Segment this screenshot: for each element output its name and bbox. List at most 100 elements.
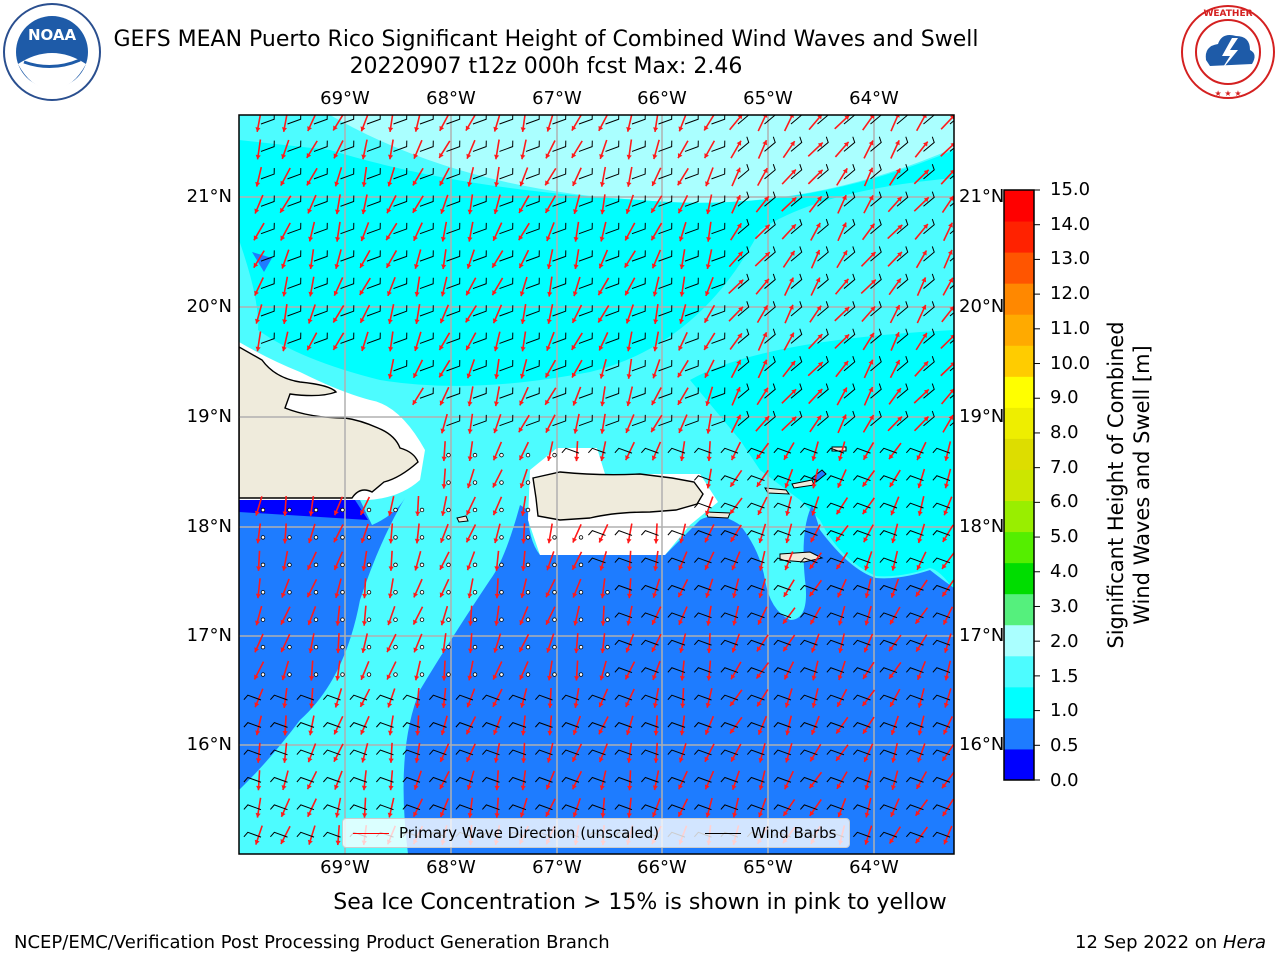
wind-barb [578,195,593,207]
wave-arrow-head [809,591,815,597]
wind-barb [658,387,673,399]
wind-barb [694,502,712,509]
wave-arrow-head [439,152,444,158]
wind-barb [393,360,408,372]
wind-barb [932,694,951,701]
wave-arrow-head [764,196,769,202]
wave-arrow-head [923,141,928,147]
wind-barb [747,694,765,701]
wind-barb [711,168,726,180]
wave-arrow-head [705,290,710,296]
wind-barb-calm [366,617,372,622]
colorbar-swatch [1004,531,1034,564]
wind-barb [870,383,882,399]
wind-barb [393,195,408,207]
wave-arrow-head [415,511,421,516]
wave-arrow-head [492,290,497,296]
wave-arrow-head [915,618,921,624]
wind-barb [260,140,275,152]
wave-arrow-head [626,758,632,763]
wind-barb [870,218,882,235]
wave-arrow-head [917,510,923,516]
wave-arrow-head [736,140,742,146]
wind-barb-calm [499,452,504,458]
lat-label-20n-right: 20°N [959,296,1005,317]
wind-barb [472,414,487,427]
wind-barb [313,305,328,317]
wind-barb [747,557,765,564]
wave-arrow-head [706,620,712,626]
wind-barb [419,250,434,262]
wind-barb-calm [578,617,584,622]
wind-barb [446,305,461,317]
wind-barb [578,414,593,427]
wind-barb [826,612,845,619]
wind-barb-calm [419,535,425,540]
wave-arrow-head [704,784,710,790]
wave-arrow-head [783,454,789,460]
wave-arrow-head [494,785,500,791]
wave-arrow-head [333,510,339,516]
wave-arrow-head [731,647,737,653]
wave-arrow-head [572,564,577,570]
wave-arrow-head [439,372,444,378]
wind-barb [870,273,882,289]
wave-arrow-head [809,783,815,789]
wave-arrow-head [441,456,447,462]
wave-arrow-head [492,482,498,488]
wind-barb [455,749,474,756]
wind-barb-calm [340,672,345,677]
wind-barb [393,168,408,180]
wave-arrow-head [361,182,367,187]
wave-arrow-head [736,359,741,365]
wind-barb [260,277,275,290]
wave-arrow-head [811,729,816,735]
wind-barb [340,195,355,207]
wind-barb-calm [419,562,425,568]
wave-arrow-head [922,332,927,338]
wave-arrow-head [573,648,580,654]
cbar-tick-13: 13.0 [1050,248,1091,269]
wave-arrow-head [307,592,312,598]
wind-barb [764,301,776,317]
map-frame [238,114,955,855]
wind-barb [764,218,776,235]
wave-arrow-head [414,538,420,544]
wind-barb [455,804,474,811]
wind-barb [525,277,540,290]
wave-arrow-head [921,277,927,283]
wind-barb [764,356,776,372]
wind-barb [419,387,434,399]
wave-arrow-head [360,674,366,680]
lat-label-18n-left: 18°N [186,516,232,537]
wave-arrow-head [790,141,795,147]
wave-arrow-head [387,812,393,818]
wind-barb [614,447,633,454]
wind-barb [923,218,935,235]
wind-barb [773,694,792,701]
wind-barb-calm [313,644,319,650]
land-hispaniola [239,346,419,499]
wave-arrow-head [758,565,764,571]
wave-arrow-head [896,278,901,284]
wind-barb [296,804,315,811]
wind-barb [667,557,686,564]
wave-arrow-head [895,168,901,174]
wind-barb-calm [393,590,398,595]
wave-arrow-head [308,264,314,270]
wave-arrow-head [868,387,874,393]
wave-arrow-head [387,510,393,516]
wave-arrow-head [890,592,896,598]
wind-barb [843,191,856,207]
wave-arrow-head [361,209,367,215]
wind-barb [552,332,567,344]
wind-barb [720,447,739,454]
wind-barb [800,447,818,454]
wind-barb [879,530,898,536]
wave-arrow-head [836,783,842,789]
wind-barb-calm [472,617,478,622]
wind-barb [720,612,739,619]
wave-arrow-head [704,317,709,323]
wave-arrow-head [730,674,736,680]
wind-barb [773,612,792,619]
